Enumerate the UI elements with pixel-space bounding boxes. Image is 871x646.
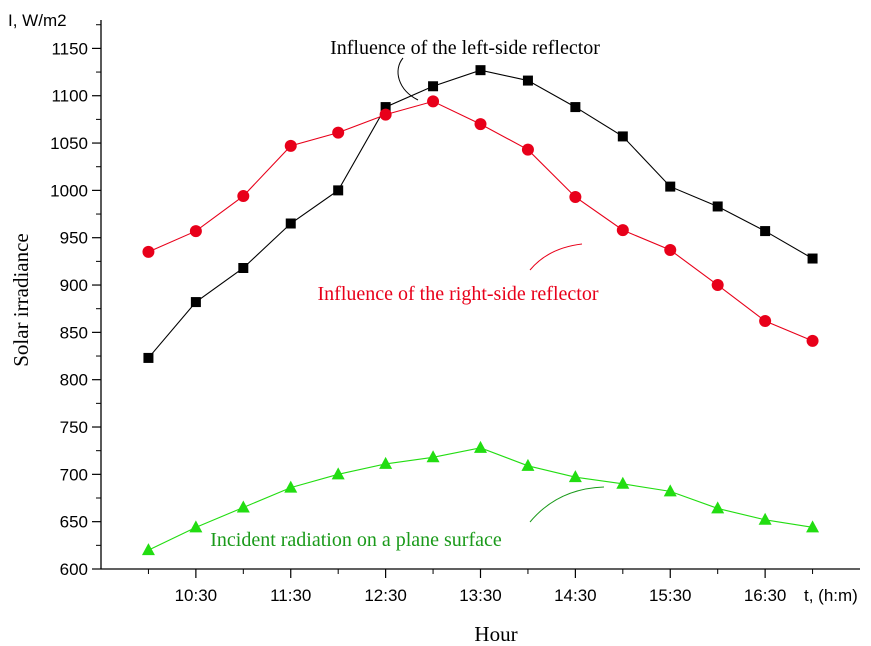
data-point-right (569, 191, 582, 204)
annotation-leader-right (529, 243, 583, 271)
data-point-left (522, 75, 533, 86)
data-point-left (428, 81, 439, 92)
data-point-left (760, 226, 771, 237)
data-point-right (284, 139, 297, 152)
series-left (143, 65, 818, 363)
data-point-right (806, 334, 819, 347)
data-point-right (521, 143, 534, 156)
data-point-left (285, 218, 296, 229)
data-point-incident (331, 467, 345, 480)
data-point-left (617, 131, 628, 142)
data-point-right (237, 190, 250, 203)
data-point-left (190, 297, 201, 308)
y-tick-label: 850 (60, 323, 88, 342)
annotations: Influence of the left-side reflector Infl… (210, 37, 605, 551)
y-tick-label: 800 (60, 371, 88, 390)
annotation-leader-incident (529, 486, 605, 523)
data-point-left (712, 201, 723, 212)
y-tick-label: 700 (60, 465, 88, 484)
data-point-incident (474, 440, 487, 453)
data-point-left (807, 253, 818, 264)
y-tick-label: 1000 (50, 181, 88, 200)
annotation-incident: Incident radiation on a plane surface (210, 529, 502, 551)
data-point-right (474, 118, 487, 131)
data-point-left (333, 185, 344, 196)
x-tick-label: 13:30 (459, 586, 502, 605)
data-point-right (664, 244, 677, 257)
y-unit-label: I, W/m2 (8, 11, 67, 30)
series-line-left (148, 69, 813, 359)
data-point-right (711, 279, 724, 292)
y-tick-label: 650 (60, 513, 88, 532)
y-tick-label: 900 (60, 276, 88, 295)
data-point-left (238, 262, 249, 273)
series-right (142, 95, 819, 347)
annotation-right: Influence of the right-side reflector (318, 283, 599, 305)
series-incident (141, 440, 820, 556)
data-point-incident (758, 512, 772, 525)
data-point-incident (426, 450, 440, 463)
x-tick-label: 14:30 (554, 586, 597, 605)
data-point-incident (236, 500, 250, 513)
y-tick-label: 1100 (51, 87, 88, 106)
data-point-incident (806, 520, 820, 533)
y-tick-label: 750 (60, 418, 88, 437)
data-point-right (616, 224, 629, 237)
data-point-right (142, 245, 155, 258)
annotation-left: Influence of the left-side reflector (330, 37, 600, 59)
x-tick-label: 12:30 (364, 586, 407, 605)
x-unit-label: t, (h:m) (804, 586, 858, 605)
y-tick-label: 950 (60, 229, 88, 248)
y-tick-label: 1150 (51, 39, 88, 58)
data-point-right (332, 126, 345, 139)
series-layer (141, 65, 820, 556)
data-point-left (475, 65, 486, 76)
data-point-incident (284, 480, 298, 493)
x-tick-label: 16:30 (744, 586, 787, 605)
data-point-right (379, 108, 392, 121)
data-point-left (570, 102, 581, 113)
data-point-left (665, 181, 676, 192)
y-tick-label: 600 (60, 560, 88, 579)
x-axis-title: Hour (474, 622, 517, 646)
data-point-right (427, 95, 440, 108)
data-point-incident (663, 484, 677, 497)
x-tick-label: 11:30 (270, 586, 311, 605)
data-point-incident (711, 501, 725, 514)
x-tick-label: 10:30 (175, 586, 218, 605)
data-point-right (189, 225, 202, 238)
axes: 600 650 700 750 800 850 900 950 1000 1050 1100 1150… (50, 20, 860, 605)
x-tick-label: 15:30 (649, 586, 692, 605)
y-tick-label: 1050 (50, 134, 88, 153)
data-point-left (380, 102, 391, 113)
data-point-incident (521, 458, 535, 471)
data-point-incident (379, 456, 393, 469)
data-point-left (143, 352, 154, 363)
y-axis-title: Solar irradiance (9, 233, 33, 367)
data-point-incident (616, 476, 630, 489)
data-point-incident (141, 543, 155, 556)
data-point-right (759, 315, 772, 328)
annotation-leader-left (397, 57, 419, 101)
data-point-incident (568, 470, 582, 483)
data-point-incident (189, 520, 203, 533)
